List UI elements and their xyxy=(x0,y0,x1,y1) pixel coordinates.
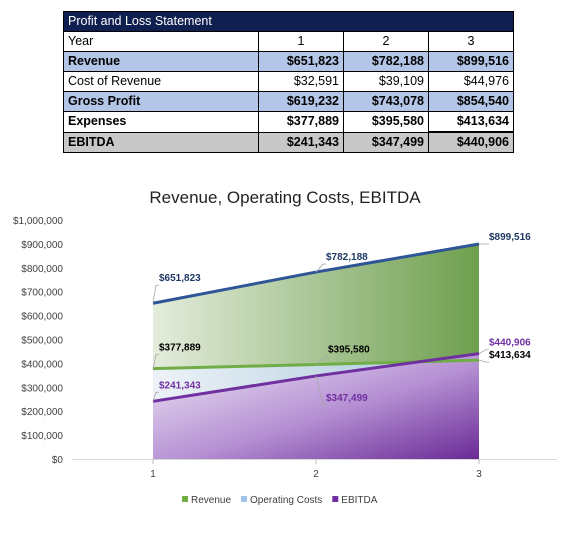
chart-areas xyxy=(153,244,479,459)
y-tick-label: $400,000 xyxy=(21,359,63,370)
y-tick-label: $900,000 xyxy=(21,240,63,251)
row-value: $377,889 xyxy=(258,111,344,133)
chart-title: Revenue, Operating Costs, EBITDA xyxy=(149,188,421,207)
legend-swatch-operating-costs xyxy=(241,496,248,502)
data-label-leader xyxy=(315,356,328,365)
data-label-leader xyxy=(478,359,489,363)
data-label: $899,516 xyxy=(489,232,531,243)
data-label-leader xyxy=(152,284,159,304)
row-value: $413,634 xyxy=(428,111,514,133)
table-row-cost-of-revenue: Cost of Revenue $32,591 $39,109 $44,976 xyxy=(63,71,514,92)
data-label: $347,499 xyxy=(326,393,368,404)
revenue-costs-ebitda-chart: Revenue, Operating Costs, EBITDA $0 $100,… xyxy=(13,188,557,506)
header-year-label: Year xyxy=(63,31,259,52)
y-tick-label: $100,000 xyxy=(21,431,63,442)
row-value: $651,823 xyxy=(258,51,344,72)
row-value: $854,540 xyxy=(428,91,514,112)
y-tick-label: $700,000 xyxy=(21,288,63,299)
table-row-gross-profit: Gross Profit $619,232 $743,078 $854,540 xyxy=(63,91,514,112)
data-label: $377,889 xyxy=(159,343,201,354)
y-tick-label: $300,000 xyxy=(21,383,63,394)
y-tick-label: $800,000 xyxy=(21,264,63,275)
row-value: $347,499 xyxy=(343,131,429,153)
data-label: $241,343 xyxy=(159,380,201,391)
legend-swatch-ebitda xyxy=(332,496,339,502)
legend-label-ebitda: EBITDA xyxy=(341,495,377,506)
row-label: Revenue xyxy=(63,51,259,72)
pl-table: Profit and Loss Statement Year 1 2 3 Rev… xyxy=(63,11,514,153)
data-label-leader xyxy=(315,263,326,273)
row-label: Expenses xyxy=(63,111,259,133)
row-label: Cost of Revenue xyxy=(63,71,259,92)
header-year-3: 3 xyxy=(428,31,514,52)
data-label: $440,906 xyxy=(489,338,531,349)
y-tick-label: $500,000 xyxy=(21,336,63,347)
table-title-row: Profit and Loss Statement xyxy=(63,11,514,32)
legend-swatch-revenue xyxy=(182,496,188,502)
row-value: $32,591 xyxy=(258,71,344,92)
row-value: $395,580 xyxy=(343,111,429,133)
data-label: $413,634 xyxy=(489,350,531,361)
legend-label-operating-costs: Operating Costs xyxy=(250,495,322,506)
y-tick-label: $600,000 xyxy=(21,312,63,323)
header-year-1: 1 xyxy=(258,31,344,52)
chart-legend: Revenue Operating Costs EBITDA xyxy=(182,495,378,506)
table-title: Profit and Loss Statement xyxy=(63,11,514,32)
row-value: $440,906 xyxy=(428,131,514,153)
data-label-leader xyxy=(315,375,326,406)
y-tick-label: $1,000,000 xyxy=(13,216,63,227)
header-year-2: 2 xyxy=(343,31,429,52)
row-value: $619,232 xyxy=(258,91,344,112)
row-value: $39,109 xyxy=(343,71,429,92)
row-label: EBITDA xyxy=(63,131,259,153)
x-tick-label: 3 xyxy=(476,469,482,480)
table-row-revenue: Revenue $651,823 $782,188 $899,516 xyxy=(63,51,514,72)
y-axis-tick-labels: $0 $100,000 $200,000 $300,000 $400,000 $500,0… xyxy=(13,216,63,466)
legend-label-revenue: Revenue xyxy=(191,495,231,506)
row-value: $743,078 xyxy=(343,91,429,112)
row-value: $782,188 xyxy=(343,51,429,72)
data-labels: $651,823 $782,188 $899,516 $377,889 $395,580… xyxy=(152,232,531,406)
x-tick-label: 2 xyxy=(313,469,319,480)
x-tick-label: 1 xyxy=(150,469,156,480)
data-label: $395,580 xyxy=(328,344,370,355)
x-axis-ticks: 1 2 3 xyxy=(150,459,482,480)
data-label-leader xyxy=(152,391,159,402)
y-tick-label: $200,000 xyxy=(21,407,63,418)
y-tick-label: $0 xyxy=(52,455,64,466)
table-header-row: Year 1 2 3 xyxy=(63,31,514,52)
table-row-ebitda: EBITDA $241,343 $347,499 $440,906 xyxy=(63,131,514,153)
data-label: $782,188 xyxy=(326,252,368,263)
area-ebitda xyxy=(153,353,479,459)
row-label: Gross Profit xyxy=(63,91,259,112)
row-value: $44,976 xyxy=(428,71,514,92)
row-value: $899,516 xyxy=(428,51,514,72)
data-label: $651,823 xyxy=(159,273,201,284)
table-row-expenses: Expenses $377,889 $395,580 $413,634 xyxy=(63,111,514,133)
data-label-leader xyxy=(152,354,159,369)
data-label-leader xyxy=(478,349,489,354)
row-value: $241,343 xyxy=(258,131,344,153)
